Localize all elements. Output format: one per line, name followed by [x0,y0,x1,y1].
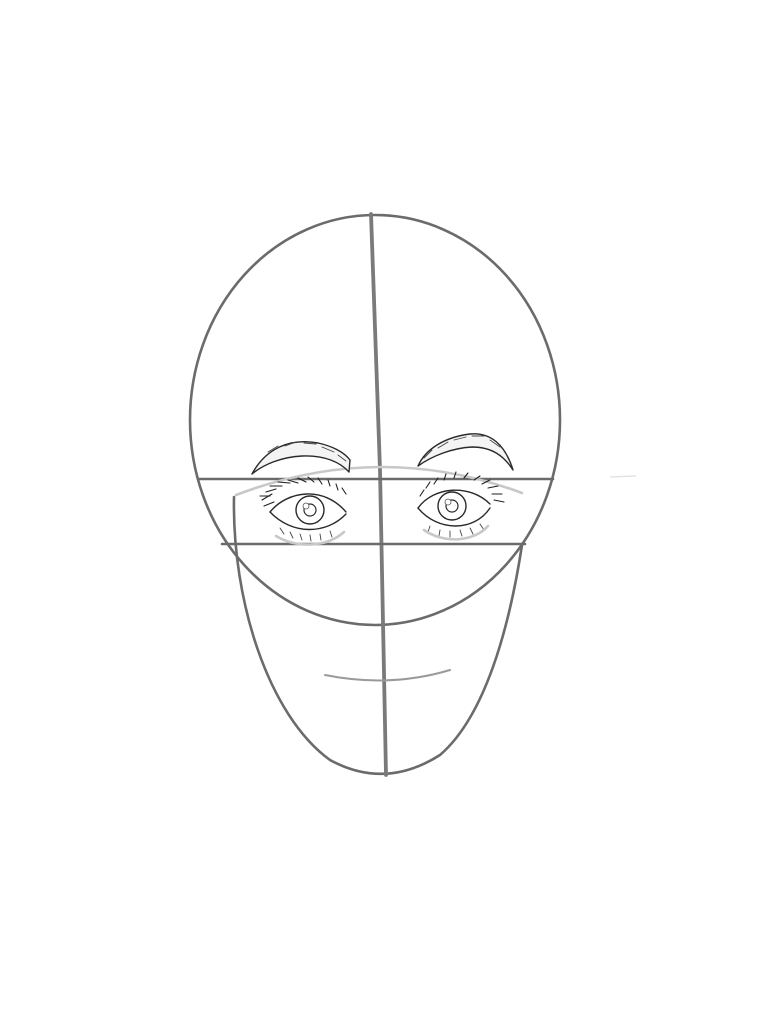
right-eyebrow [417,433,514,471]
right-iris [437,491,467,521]
center-vertical-guide [369,212,388,777]
left-eyebrow [251,441,351,475]
left-eye [259,476,347,546]
right-eye [417,471,505,541]
cranium-circle [188,213,562,627]
eye-arc-guide [234,465,524,497]
left-iris [295,495,325,525]
jaw-outline [232,495,524,776]
nose-guide-curve [324,669,451,682]
margin-tick [609,475,637,478]
